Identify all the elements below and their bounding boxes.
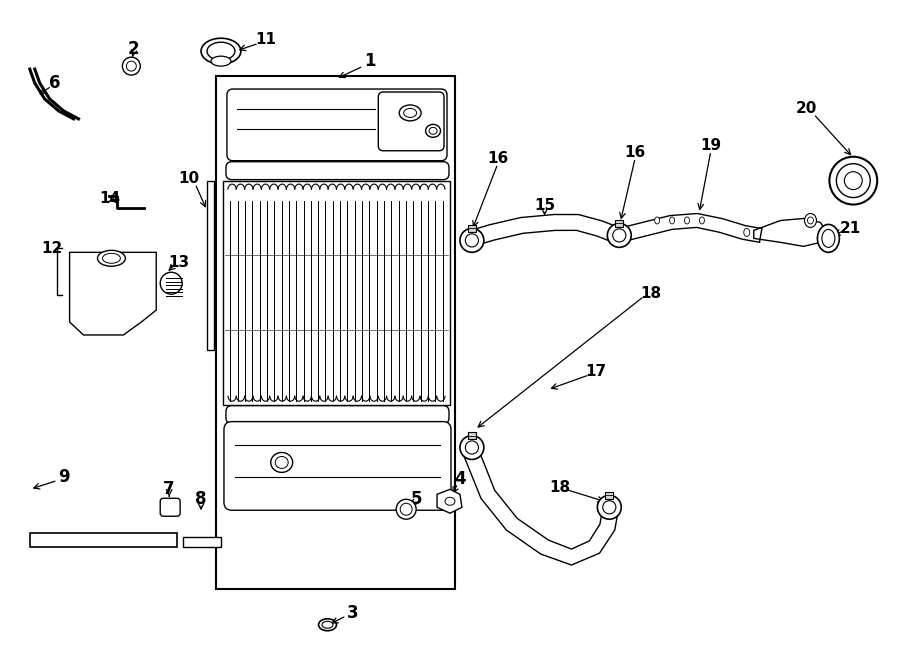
Text: 5: 5 [410, 490, 422, 508]
FancyBboxPatch shape [224, 422, 451, 510]
Text: 10: 10 [178, 171, 200, 186]
Circle shape [122, 57, 140, 75]
Ellipse shape [97, 251, 125, 266]
Polygon shape [461, 442, 619, 565]
Bar [183, 537, 221, 547]
Circle shape [160, 272, 182, 294]
Ellipse shape [685, 217, 689, 224]
Text: 16: 16 [625, 145, 646, 160]
Circle shape [460, 436, 484, 459]
Text: 16: 16 [487, 151, 508, 166]
Circle shape [598, 495, 621, 519]
Text: 12: 12 [41, 241, 62, 256]
FancyBboxPatch shape [226, 406, 449, 424]
FancyBboxPatch shape [160, 498, 180, 516]
Ellipse shape [830, 157, 878, 204]
Polygon shape [463, 215, 620, 248]
Bar [468, 225, 476, 232]
Circle shape [465, 441, 479, 454]
Text: 15: 15 [534, 198, 555, 213]
Text: 7: 7 [164, 481, 175, 498]
Circle shape [400, 503, 412, 515]
Circle shape [608, 223, 631, 247]
Circle shape [396, 499, 416, 519]
Ellipse shape [743, 229, 750, 237]
Polygon shape [69, 253, 157, 335]
Text: 9: 9 [58, 469, 69, 486]
Text: 1: 1 [364, 52, 376, 70]
Circle shape [126, 61, 136, 71]
Ellipse shape [404, 108, 417, 118]
Ellipse shape [805, 214, 816, 227]
Text: 11: 11 [256, 32, 276, 47]
Text: 20: 20 [796, 101, 817, 116]
Ellipse shape [211, 56, 231, 66]
Polygon shape [617, 214, 762, 243]
Bar [468, 432, 476, 439]
Text: 6: 6 [49, 74, 60, 92]
Text: 3: 3 [346, 603, 358, 622]
Circle shape [460, 229, 484, 253]
Text: 2: 2 [128, 40, 140, 58]
Ellipse shape [822, 229, 835, 247]
Ellipse shape [844, 172, 862, 190]
Ellipse shape [817, 225, 840, 253]
Ellipse shape [445, 497, 455, 505]
Circle shape [465, 234, 479, 247]
Ellipse shape [654, 217, 660, 224]
Text: 14: 14 [99, 191, 120, 206]
Polygon shape [753, 219, 826, 247]
Ellipse shape [201, 38, 241, 64]
Ellipse shape [670, 217, 675, 224]
Ellipse shape [103, 253, 121, 263]
Ellipse shape [319, 619, 337, 631]
Polygon shape [437, 489, 462, 513]
Text: 8: 8 [195, 490, 207, 508]
Circle shape [603, 500, 616, 514]
Ellipse shape [699, 217, 705, 224]
Ellipse shape [322, 621, 333, 628]
Text: 13: 13 [168, 254, 190, 270]
Bar [216, 76, 455, 589]
Ellipse shape [275, 457, 288, 469]
Text: 18: 18 [641, 286, 662, 301]
Text: 17: 17 [585, 364, 606, 379]
Text: 18: 18 [549, 480, 570, 495]
Bar [616, 220, 624, 227]
Ellipse shape [429, 128, 437, 134]
Text: 4: 4 [454, 471, 466, 488]
Bar [30, 533, 177, 547]
Circle shape [613, 229, 626, 242]
Ellipse shape [400, 105, 421, 121]
Ellipse shape [807, 217, 814, 224]
Bar [207, 180, 214, 350]
Text: 21: 21 [840, 221, 861, 236]
Bar [606, 492, 613, 499]
Bar [223, 180, 450, 405]
Text: 19: 19 [700, 138, 722, 153]
FancyBboxPatch shape [227, 89, 447, 161]
Ellipse shape [836, 164, 870, 198]
FancyBboxPatch shape [378, 92, 444, 151]
FancyBboxPatch shape [226, 162, 449, 180]
Ellipse shape [426, 124, 440, 137]
Ellipse shape [207, 42, 235, 60]
Ellipse shape [271, 453, 292, 473]
